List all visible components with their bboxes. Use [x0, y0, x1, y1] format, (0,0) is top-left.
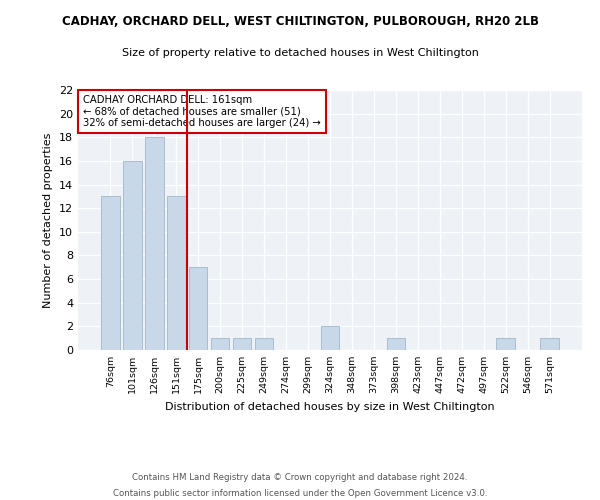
Bar: [233, 338, 251, 350]
Y-axis label: Number of detached properties: Number of detached properties: [43, 132, 53, 308]
Bar: [541, 338, 559, 350]
Text: Contains public sector information licensed under the Open Government Licence v3: Contains public sector information licen…: [113, 489, 487, 498]
Bar: [145, 138, 164, 350]
Bar: [386, 338, 405, 350]
Bar: [496, 338, 515, 350]
Bar: [101, 196, 119, 350]
X-axis label: Distribution of detached houses by size in West Chiltington: Distribution of detached houses by size …: [165, 402, 495, 411]
Bar: [123, 161, 142, 350]
Bar: [255, 338, 274, 350]
Text: CADHAY ORCHARD DELL: 161sqm
← 68% of detached houses are smaller (51)
32% of sem: CADHAY ORCHARD DELL: 161sqm ← 68% of det…: [83, 95, 321, 128]
Text: Contains HM Land Registry data © Crown copyright and database right 2024.: Contains HM Land Registry data © Crown c…: [132, 472, 468, 482]
Bar: [211, 338, 229, 350]
Bar: [167, 196, 185, 350]
Bar: [320, 326, 340, 350]
Bar: [189, 268, 208, 350]
Text: CADHAY, ORCHARD DELL, WEST CHILTINGTON, PULBOROUGH, RH20 2LB: CADHAY, ORCHARD DELL, WEST CHILTINGTON, …: [62, 15, 539, 28]
Text: Size of property relative to detached houses in West Chiltington: Size of property relative to detached ho…: [122, 48, 478, 58]
